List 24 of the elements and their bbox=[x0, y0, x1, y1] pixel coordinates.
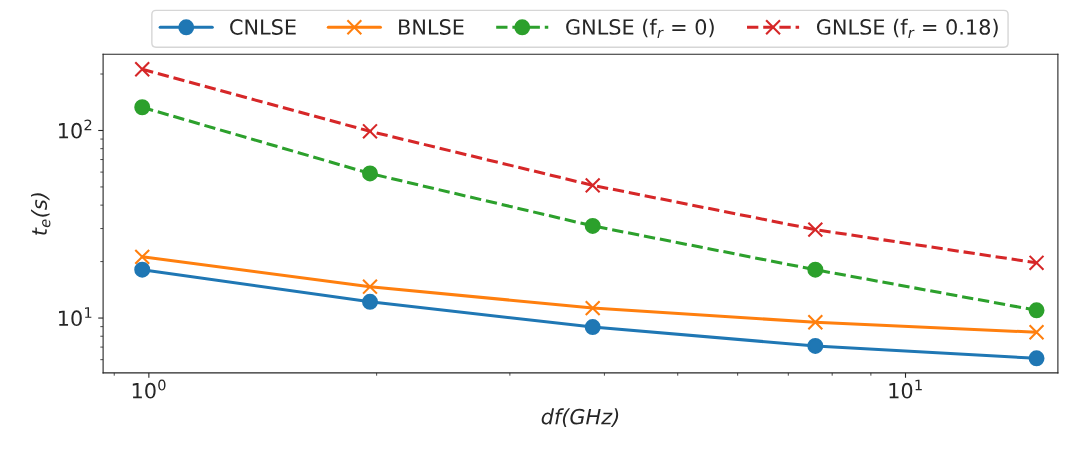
point bbox=[584, 319, 601, 336]
y-tick-label: 10$^{2}$ bbox=[59, 119, 92, 139]
point bbox=[807, 337, 824, 354]
point bbox=[362, 278, 378, 295]
point bbox=[807, 261, 824, 278]
point bbox=[807, 221, 824, 238]
point bbox=[362, 165, 378, 182]
point bbox=[1028, 302, 1045, 319]
point bbox=[1028, 254, 1045, 271]
legend-label: BNLSE bbox=[399, 19, 464, 35]
point bbox=[584, 177, 601, 194]
point bbox=[1028, 350, 1045, 367]
y-axis-title: t$_{e}$(s) bbox=[30, 193, 51, 235]
legend-label: CNLSE bbox=[230, 19, 296, 35]
legend-label: GNLSE (f$_{r}$ = 0.18) bbox=[816, 18, 998, 38]
point bbox=[1028, 324, 1045, 341]
point bbox=[362, 123, 378, 140]
point bbox=[584, 217, 601, 234]
point bbox=[362, 293, 378, 310]
x-tick-label: 10$^{0}$ bbox=[132, 379, 166, 399]
point bbox=[807, 314, 824, 331]
point bbox=[584, 300, 601, 317]
legend-label: GNLSE (f$_{r}$ = 0) bbox=[566, 18, 714, 38]
x-axis-title: df(GHz) bbox=[541, 408, 619, 427]
